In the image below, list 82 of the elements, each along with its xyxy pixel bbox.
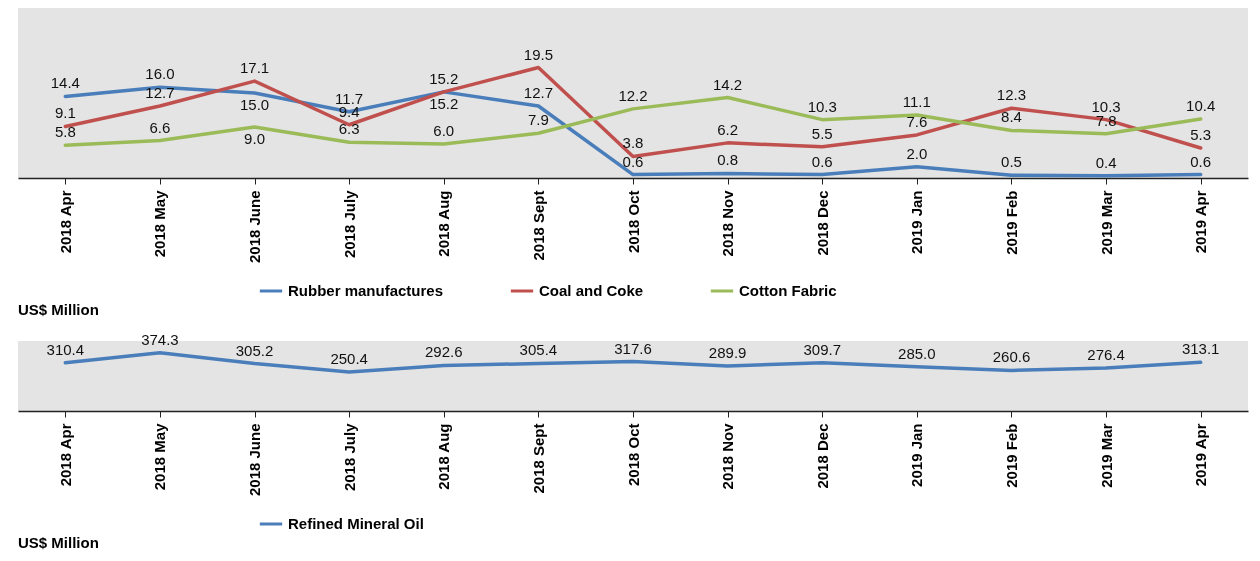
data-label: 10.3 (807, 97, 837, 115)
data-label: 309.7 (803, 340, 841, 358)
x-tick-label: 2019 Feb (1002, 423, 1020, 488)
x-tick-label: 2019 Mar (1097, 423, 1115, 488)
x-tick-label: 2018 Oct (624, 190, 642, 254)
x-tick-label: 2019 Jan (908, 190, 926, 254)
data-label: 374.3 (141, 330, 179, 348)
data-label: 15.2 (429, 69, 459, 87)
data-label: 292.6 (425, 343, 463, 361)
data-label: 0.4 (1095, 153, 1117, 171)
x-tick-label: 2018 Apr (56, 190, 74, 254)
x-tick-label: 2019 Mar (1097, 190, 1115, 255)
data-label: 5.3 (1190, 125, 1212, 143)
data-label: 0.8 (717, 151, 739, 169)
data-label: 12.7 (523, 84, 553, 102)
data-label: 7.9 (527, 111, 549, 129)
data-label: 285.0 (898, 344, 936, 362)
x-tick-label: 2018 Apr (56, 423, 74, 487)
data-label: 12.2 (618, 86, 648, 104)
data-label: 5.5 (811, 124, 833, 142)
data-label: 2.0 (906, 144, 928, 162)
data-label: 8.4 (1001, 108, 1022, 126)
x-tick-label: 2019 Feb (1002, 190, 1020, 255)
legend-label: Rubber manufactures (288, 282, 444, 299)
data-label: 5.8 (54, 123, 76, 141)
x-tick-label: 2018 July (340, 189, 358, 259)
x-tick-label: 2018 Sept (529, 423, 547, 494)
data-label: 260.6 (992, 348, 1031, 366)
text: US$ Million (18, 534, 99, 551)
data-label: 19.5 (523, 45, 553, 63)
data-label: 11.1 (902, 93, 931, 111)
x-tick-label: 2018 May (151, 422, 169, 491)
x-tick-label: 2018 Nov (719, 422, 737, 490)
x-tick-label: 2018 Dec (813, 190, 831, 256)
data-label: 15.2 (429, 94, 459, 112)
data-label: 289.9 (708, 343, 747, 361)
data-label: 305.4 (519, 341, 558, 359)
data-label: 12.7 (145, 84, 175, 102)
x-tick-label: 2019 Jan (908, 423, 926, 487)
data-label: 313.1 (1181, 340, 1220, 358)
data-label: 305.2 (235, 341, 274, 359)
data-label: 9.0 (244, 130, 265, 147)
legend-label: Coal and Coke (539, 282, 644, 299)
data-label: 15.0 (239, 96, 270, 113)
x-tick-label: 2019 Apr (1192, 423, 1210, 487)
x-tick-label: 2018 July (340, 422, 358, 492)
legend-label: Refined Mineral Oil (288, 515, 424, 532)
text: US$ Million (18, 301, 99, 318)
data-label: 14.4 (50, 74, 80, 92)
x-tick-label: 2018 Aug (435, 190, 453, 257)
data-label: 12.3 (996, 86, 1027, 104)
data-label: 6.0 (433, 122, 455, 139)
x-tick-label: 2018 Sept (529, 190, 547, 261)
data-label: 10.4 (1186, 97, 1216, 115)
data-label: 6.6 (149, 118, 171, 136)
data-label: 0.6 (622, 152, 644, 170)
data-label: 7.6 (906, 112, 928, 130)
data-label: 14.2 (713, 75, 743, 93)
x-tick-label: 2018 Nov (719, 189, 737, 257)
data-label: 3.8 (622, 134, 644, 152)
x-tick-label: 2018 May (151, 189, 169, 258)
data-label: 11.7 (335, 89, 364, 107)
x-tick-label: 2018 Aug (435, 423, 453, 490)
data-label: 0.6 (811, 152, 833, 170)
x-tick-label: 2019 Apr (1192, 190, 1210, 254)
x-tick-label: 2018 Dec (813, 423, 831, 489)
data-label: 10.3 (1091, 97, 1121, 115)
data-label: 276.4 (1087, 346, 1125, 363)
legend-label: Cotton Fabric (739, 282, 837, 299)
data-label: 16.0 (145, 65, 175, 83)
data-label: 9.1 (54, 104, 76, 122)
data-label: 0.5 (1001, 153, 1022, 171)
data-label: 317.6 (614, 339, 652, 357)
data-label: 0.6 (1190, 152, 1212, 170)
data-label: 250.4 (330, 350, 368, 368)
x-tick-label: 2018 June (246, 190, 264, 264)
data-label: 6.2 (717, 120, 739, 138)
x-tick-label: 2018 Oct (624, 423, 642, 487)
x-tick-label: 2018 June (246, 423, 264, 497)
data-label: 310.4 (46, 340, 85, 358)
data-label: 6.3 (338, 120, 360, 138)
data-label: 17.1 (239, 59, 270, 77)
